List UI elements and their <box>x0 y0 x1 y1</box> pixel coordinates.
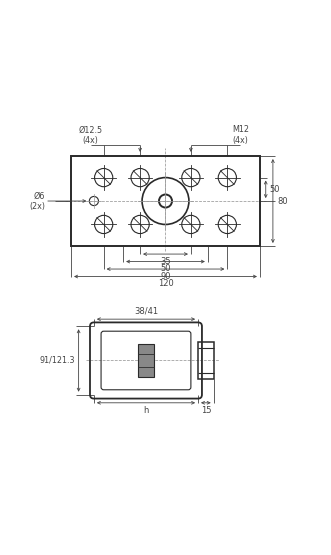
Text: 80: 80 <box>277 196 288 205</box>
Text: 91/121.3: 91/121.3 <box>39 356 75 365</box>
Text: Ø6
(2x): Ø6 (2x) <box>29 191 45 211</box>
Text: 50: 50 <box>270 185 280 194</box>
Bar <box>198 342 214 380</box>
Text: 90: 90 <box>160 271 171 281</box>
Text: 35: 35 <box>160 256 171 266</box>
Bar <box>71 156 260 246</box>
Text: 15: 15 <box>201 406 211 415</box>
Text: 50: 50 <box>160 264 171 273</box>
Text: 120: 120 <box>158 279 173 288</box>
Text: Ø12.5
(4x): Ø12.5 (4x) <box>78 125 103 145</box>
Text: h: h <box>143 406 149 415</box>
Text: 38/41: 38/41 <box>134 307 158 316</box>
Bar <box>137 344 155 377</box>
Text: M12
(4x): M12 (4x) <box>232 125 249 145</box>
